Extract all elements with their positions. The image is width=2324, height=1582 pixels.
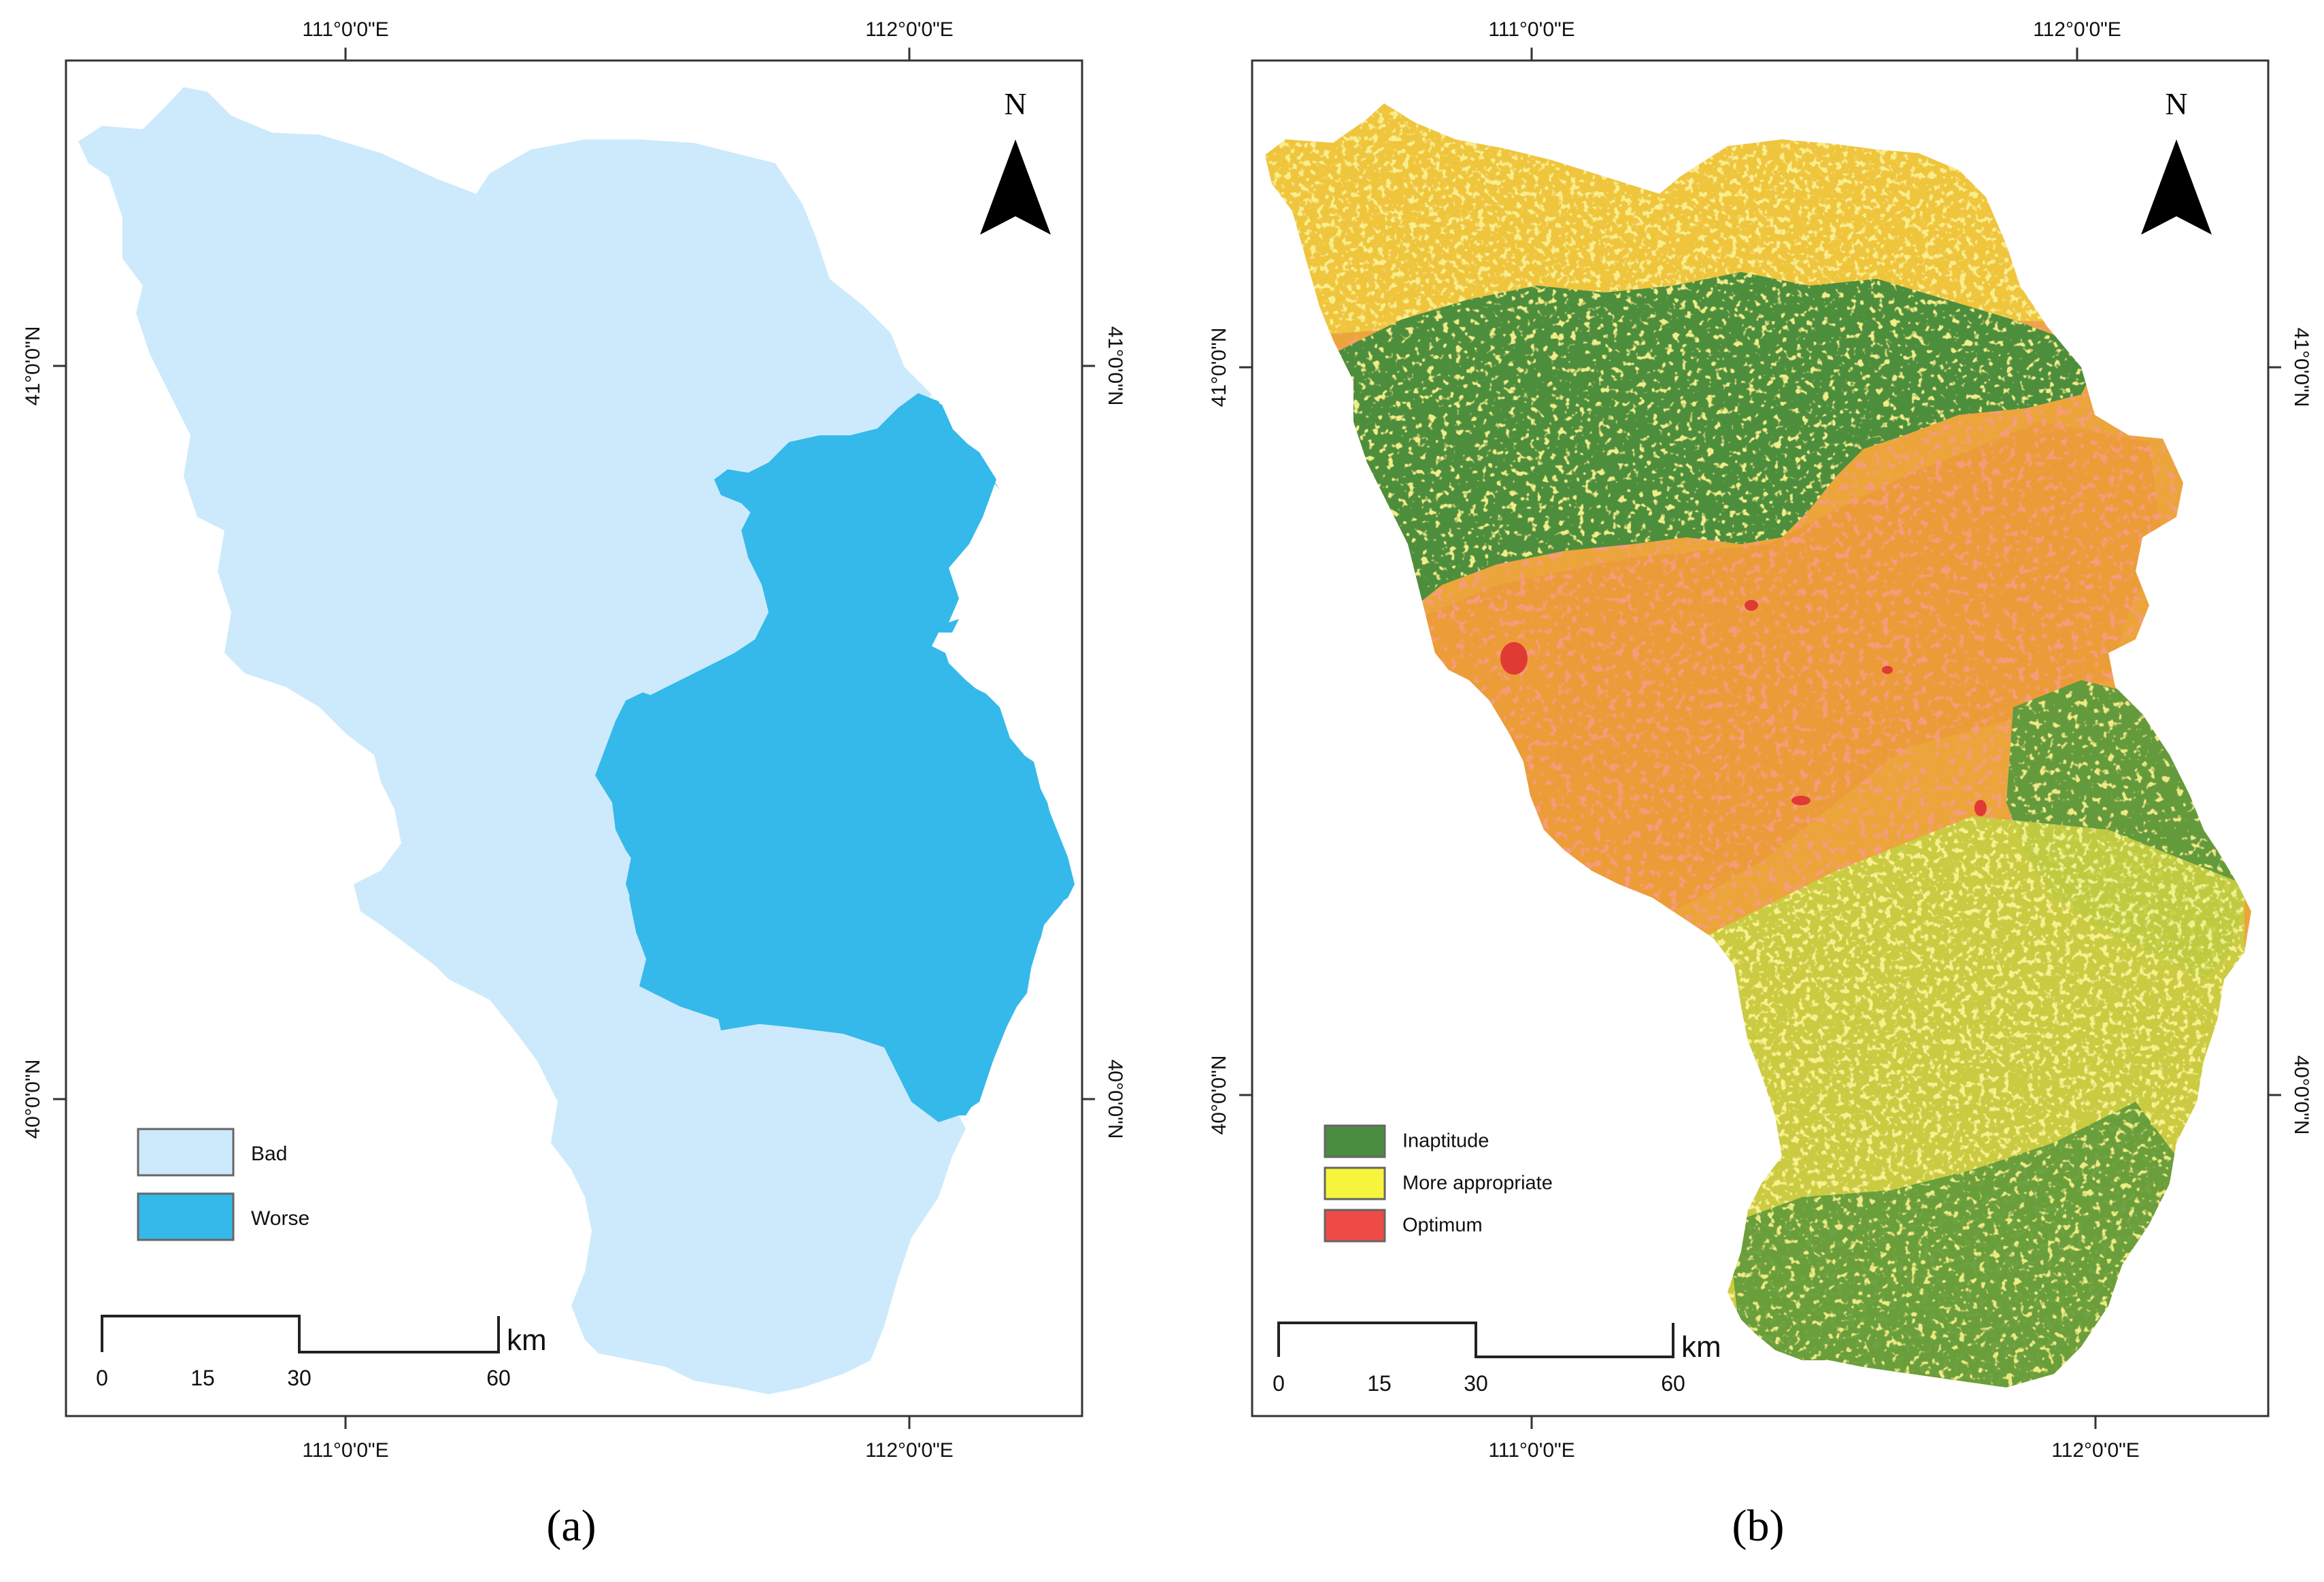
north-label-b: N — [2165, 86, 2187, 121]
legend-b-label-1: More appropriate — [1402, 1172, 1553, 1194]
map-panel-b: N Inaptitude More appropriate Optimum 0 15… — [1208, 18, 2312, 1551]
legend-b: Inaptitude More appropriate Optimum — [1324, 1124, 1553, 1243]
bottom-tick-b-0: 111°0'0"E — [1488, 1439, 1574, 1462]
scale-label-b-1: 15 — [1367, 1371, 1392, 1396]
legend-b-label-0: Inaptitude — [1402, 1130, 1489, 1151]
legend-b-swatch-2 — [1324, 1209, 1386, 1243]
left-tick-b-0: 41°0'0"N — [1208, 328, 1230, 407]
right-tick-a-0: 41°0'0"N — [1104, 326, 1126, 406]
green-belt-north — [1279, 272, 2095, 633]
legend-a-swatch-1 — [137, 1192, 235, 1241]
scale-label-a-0: 0 — [96, 1366, 108, 1390]
legend-a-label-0: Bad — [251, 1143, 287, 1165]
caption-a: (a) — [546, 1501, 596, 1551]
scale-bar-a: 0 15 30 60 km — [96, 1315, 547, 1390]
caption-b: (b) — [1732, 1501, 1785, 1551]
scale-label-b-0: 0 — [1273, 1371, 1285, 1396]
region-worse-body — [595, 393, 1075, 1115]
green-south — [1728, 1102, 2176, 1387]
scale-label-b-2: 30 — [1464, 1371, 1488, 1396]
bottom-tick-a-1: 112°0'0"E — [865, 1439, 954, 1462]
legend-a: Bad Worse — [137, 1128, 309, 1241]
graticule-ticks-b — [1239, 48, 2281, 1429]
legend-a-swatch-0 — [137, 1128, 235, 1177]
region-bad — [78, 87, 966, 1394]
map-panel-a: N Bad Worse 0 15 30 60 km 111°0'0"E 112°0… — [22, 18, 1126, 1551]
legend-b-label-2: Optimum — [1402, 1214, 1483, 1236]
north-arrow-a-icon: N — [980, 86, 1051, 235]
top-tick-a-1: 112°0'0"E — [865, 18, 954, 41]
right-tick-b-1: 40°0'0"N — [2290, 1056, 2312, 1135]
scale-unit-a: km — [507, 1324, 547, 1357]
graticule-ticks-a — [53, 48, 1095, 1429]
north-label-a: N — [1004, 86, 1026, 121]
scale-unit-b: km — [1681, 1330, 1721, 1364]
left-tick-b-1: 40°0'0"N — [1208, 1056, 1230, 1135]
scale-label-b-3: 60 — [1661, 1371, 1685, 1396]
top-tick-b-0: 111°0'0"E — [1488, 18, 1574, 41]
legend-b-swatch-1 — [1324, 1166, 1386, 1200]
bottom-tick-b-1: 112°0'0"E — [2051, 1439, 2140, 1462]
legend-a-label-1: Worse — [251, 1207, 309, 1230]
right-tick-b-0: 41°0'0"N — [2290, 328, 2312, 407]
left-tick-a-0: 41°0'0"N — [22, 326, 44, 406]
optimum-hotspots — [1500, 600, 1987, 816]
left-tick-a-1: 40°0'0"N — [22, 1060, 44, 1139]
top-tick-a-0: 111°0'0"E — [302, 18, 388, 41]
scale-label-a-1: 15 — [190, 1366, 215, 1390]
scale-label-a-2: 30 — [287, 1366, 311, 1390]
top-tick-b-1: 112°0'0"E — [2033, 18, 2121, 41]
legend-b-swatch-0 — [1324, 1124, 1386, 1158]
right-tick-a-1: 40°0'0"N — [1104, 1060, 1126, 1139]
north-arrow-b-icon: N — [2141, 86, 2212, 235]
scale-label-a-3: 60 — [486, 1366, 511, 1390]
bottom-tick-a-0: 111°0'0"E — [302, 1439, 388, 1462]
scale-bar-b: 0 15 30 60 km — [1273, 1322, 1721, 1396]
